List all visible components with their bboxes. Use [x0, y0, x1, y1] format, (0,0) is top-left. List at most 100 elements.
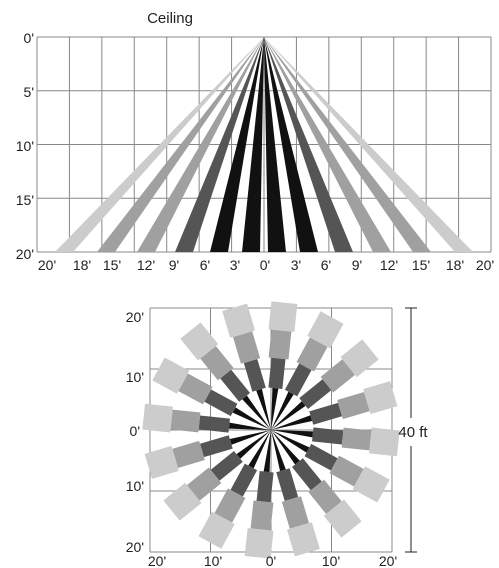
- side-x-label: 12': [380, 257, 398, 273]
- top-beam-segment: [268, 301, 298, 332]
- top-beam-segment: [323, 499, 362, 538]
- top-beam-segment: [337, 392, 370, 420]
- side-beam: [242, 37, 264, 252]
- top-beam-segment: [369, 427, 400, 457]
- side-view-y-axis-labels: 0' 5' 10' 15' 20': [16, 30, 34, 262]
- top-beam-segment: [198, 511, 235, 549]
- side-x-label: 12': [137, 257, 155, 273]
- top-y-label: 10': [126, 478, 144, 494]
- side-beam: [264, 37, 286, 252]
- side-x-label: 15': [103, 257, 121, 273]
- top-y-label: 10': [126, 369, 144, 385]
- top-beam-segment: [163, 482, 202, 521]
- top-beam-segment: [204, 389, 238, 417]
- top-beam-segment: [222, 303, 256, 338]
- top-beam-segment: [309, 402, 343, 425]
- top-beam-segment: [142, 403, 173, 433]
- top-beam: [152, 357, 271, 430]
- top-beam-segment: [172, 440, 205, 468]
- top-beam-segment: [214, 488, 246, 523]
- top-beam-segment: [284, 363, 312, 397]
- top-beam-core: [271, 401, 306, 430]
- top-beam: [271, 430, 320, 557]
- top-beam: [180, 322, 271, 430]
- side-beam: [97, 37, 264, 252]
- side-y-label: 0': [24, 30, 34, 46]
- top-beam-segment: [243, 358, 266, 392]
- top-beam-core: [232, 407, 271, 430]
- top-beam-segment: [304, 443, 338, 471]
- side-x-label: 15': [412, 257, 430, 273]
- side-view-beams: [55, 37, 473, 252]
- top-beam-segment: [276, 468, 299, 502]
- top-beam-segment: [296, 337, 328, 372]
- top-beam-core: [271, 387, 279, 430]
- top-beam-core: [271, 430, 314, 438]
- top-beam-segment: [220, 369, 251, 402]
- top-beam-segment: [363, 381, 398, 415]
- top-beam-core: [271, 415, 313, 430]
- side-y-label: 5': [24, 84, 34, 100]
- top-beam-segment: [268, 357, 286, 389]
- side-beam: [210, 37, 264, 252]
- top-beam: [144, 430, 271, 479]
- top-beam-core: [263, 430, 271, 473]
- top-beam-segment: [186, 467, 222, 501]
- top-beam-segment: [341, 427, 372, 451]
- top-x-label: 0': [266, 553, 276, 568]
- side-x-label: 0': [260, 257, 270, 273]
- top-x-label: 10': [204, 553, 222, 568]
- top-beam-segment: [281, 496, 309, 529]
- side-beam: [264, 37, 473, 252]
- side-beam: [264, 37, 431, 252]
- top-beam-segment: [352, 466, 390, 503]
- top-beam-segment: [170, 409, 201, 433]
- dimension-bracket: 40 ft: [398, 307, 428, 553]
- top-x-label: 20': [148, 553, 166, 568]
- top-beam-segment: [312, 427, 344, 445]
- top-beam-segment: [198, 415, 230, 433]
- top-beam: [142, 403, 271, 433]
- top-beam-segment: [307, 311, 344, 349]
- side-x-label: 18': [446, 257, 464, 273]
- top-x-label: 10': [322, 553, 340, 568]
- top-beam: [271, 430, 390, 503]
- top-beam: [271, 381, 398, 430]
- top-y-label: 20': [126, 539, 144, 555]
- side-x-label: 20': [476, 257, 494, 273]
- top-beam-segment: [308, 479, 342, 515]
- top-beam-segment: [250, 500, 274, 531]
- side-beam: [264, 37, 391, 252]
- top-beam-segment: [286, 522, 320, 557]
- side-beam: [264, 37, 353, 252]
- top-beam: [222, 303, 271, 430]
- side-x-label: 9': [352, 257, 362, 273]
- side-x-label: 6': [321, 257, 331, 273]
- top-view-x-axis-labels: 20' 10' 0' 10' 20': [148, 553, 397, 568]
- top-beam-segment: [233, 331, 261, 364]
- side-y-label: 10': [16, 138, 34, 154]
- dimension-label: 40 ft: [398, 424, 428, 441]
- top-x-label: 20': [379, 553, 397, 568]
- top-beam-core: [242, 395, 271, 430]
- side-beam: [175, 37, 264, 252]
- side-x-label: 20': [38, 257, 56, 273]
- top-beam-core: [271, 391, 294, 430]
- top-beam-segment: [199, 435, 233, 458]
- top-beam-segment: [299, 379, 332, 410]
- top-beam-core: [271, 430, 310, 453]
- top-view-y-axis-labels: 20' 10' 0' 10' 20': [126, 309, 144, 555]
- top-beam-segment: [329, 455, 364, 487]
- top-beam-core: [236, 430, 271, 459]
- top-beam: [271, 339, 379, 430]
- top-view-diagram: 20' 10' 0' 10' 20' 20' 10' 0' 10' 20' 40…: [126, 301, 428, 568]
- top-beam: [271, 311, 344, 430]
- side-x-label: 3': [230, 257, 240, 273]
- side-view-x-axis-labels: 20' 18' 15' 12' 9' 6' 3' 0' 3' 6' 9' 12'…: [38, 257, 494, 273]
- top-beam-segment: [320, 359, 356, 393]
- side-y-label: 20': [16, 246, 34, 262]
- side-view-diagram: Ceiling 0' 5' 10' 15' 20' 20' 18' 15' 12…: [16, 10, 494, 273]
- top-beam-segment: [200, 345, 234, 381]
- ceiling-label: Ceiling: [147, 10, 193, 27]
